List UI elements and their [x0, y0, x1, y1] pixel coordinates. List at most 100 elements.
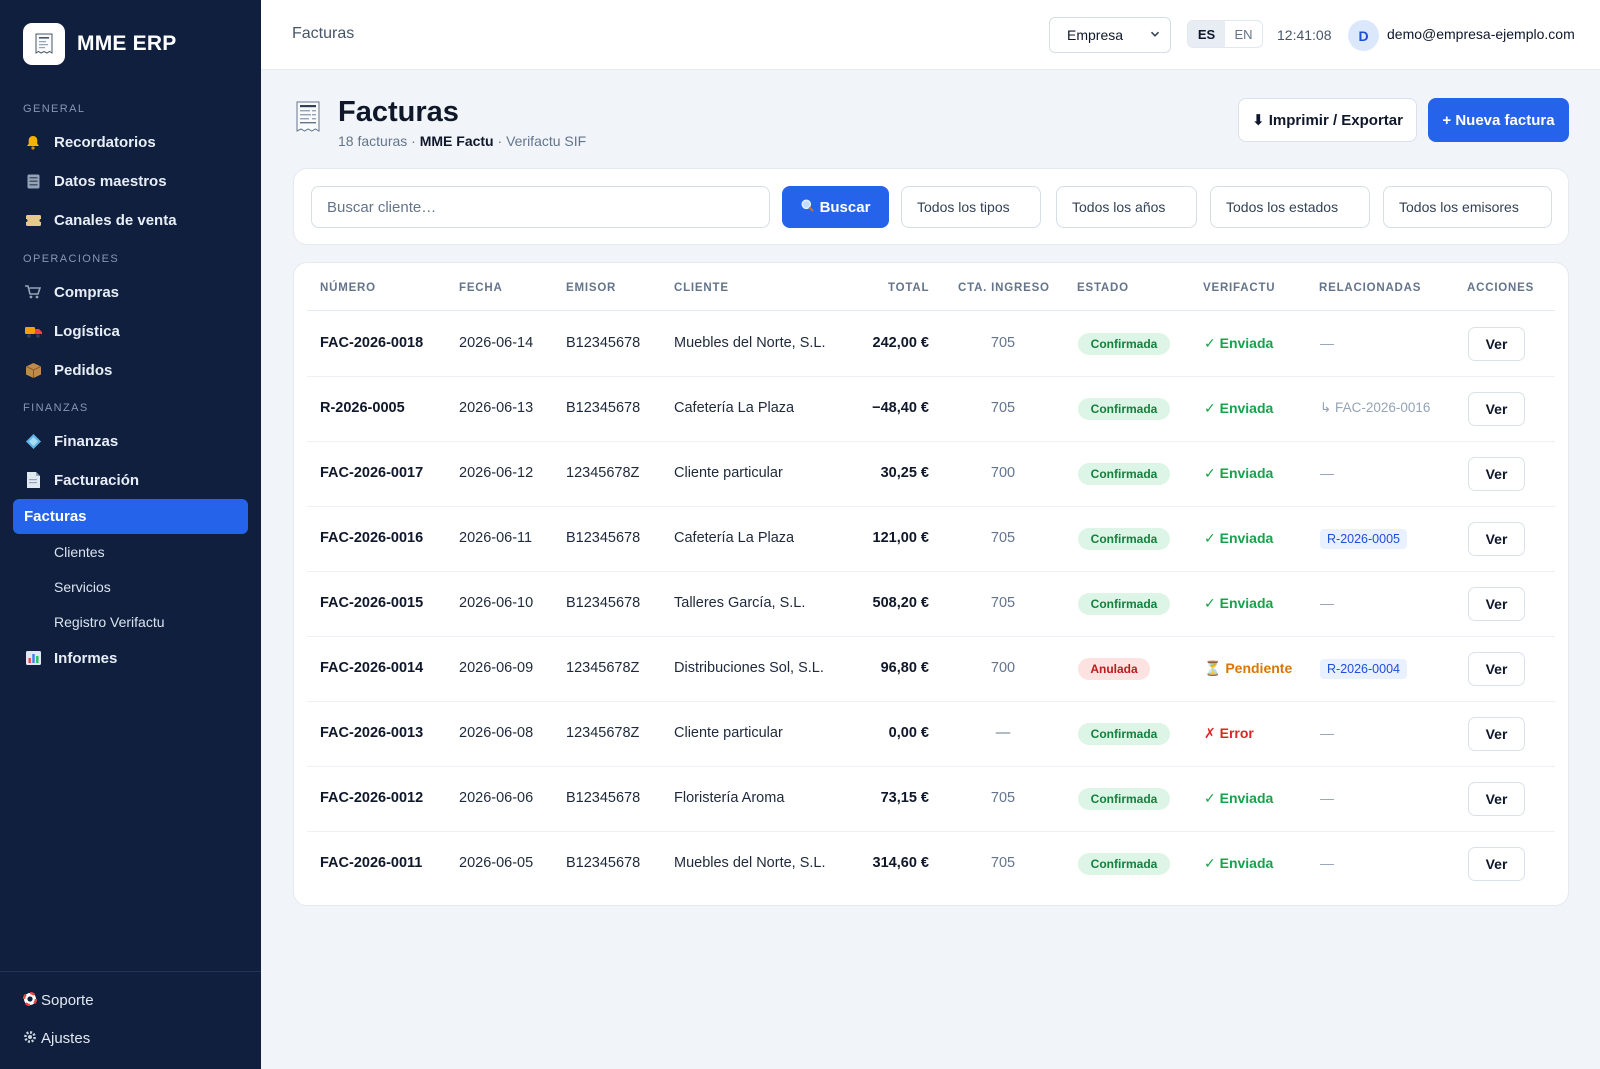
sidebar-item-recordatorios[interactable]: Recordatorios [23, 127, 156, 157]
verifactu-status: ✓ Enviada [1204, 399, 1274, 416]
invoice-issuer: B12345678 [566, 399, 641, 416]
sidebar-item-logistica[interactable]: Logística [23, 316, 120, 346]
invoice-number[interactable]: FAC-2026-0018 [320, 334, 424, 351]
row-divider [307, 636, 1555, 637]
status-badge: Confirmada [1078, 852, 1170, 875]
sidebar-item-pedidos[interactable]: Pedidos [23, 355, 112, 385]
search-button[interactable]: Buscar [782, 186, 889, 228]
user-email[interactable]: demo@empresa-ejemplo.com [1387, 26, 1575, 42]
receipt-icon [295, 101, 321, 133]
bell-icon [23, 133, 43, 151]
invoice-number[interactable]: FAC-2026-0012 [320, 789, 424, 806]
related-chip[interactable]: R-2026-0004 [1320, 658, 1407, 679]
issuer-filter[interactable]: Todos los emisores [1383, 186, 1552, 228]
invoice-issuer: B12345678 [566, 594, 641, 611]
status-filter[interactable]: Todos los estados [1210, 186, 1370, 228]
invoice-count: 18 facturas [338, 133, 408, 149]
sidebar-item-datos-maestros[interactable]: Datos maestros [23, 166, 167, 196]
view-button[interactable]: Ver [1468, 651, 1525, 686]
sidebar-footer-ajustes[interactable]: Ajustes [23, 1030, 90, 1047]
invoice-number[interactable]: FAC-2026-0011 [320, 854, 423, 871]
invoice-client: Talleres García, S.L. [674, 594, 806, 611]
breadcrumb: Facturas [292, 25, 355, 42]
invoice-issuer: B12345678 [566, 334, 641, 351]
invoice-issuer: B12345678 [566, 529, 641, 546]
footer-item-label: Soporte [41, 992, 94, 1009]
view-button[interactable]: Ver [1468, 456, 1525, 491]
lang-es-button[interactable]: ES [1188, 21, 1225, 47]
invoice-number[interactable]: FAC-2026-0015 [320, 594, 424, 611]
company-select[interactable]: Empresa [1049, 17, 1171, 53]
invoice-date: 2026-06-10 [459, 594, 534, 611]
status-badge: Confirmada [1078, 462, 1170, 485]
view-button[interactable]: Ver [1468, 586, 1525, 621]
income-account: 705 [990, 334, 1016, 351]
income-account: 705 [990, 789, 1016, 806]
invoice-number[interactable]: R-2026-0005 [320, 399, 405, 416]
lifebuoy-icon [22, 991, 38, 1009]
section-label-general: GENERAL [23, 103, 86, 115]
lang-en-button[interactable]: EN [1234, 26, 1253, 42]
sidebar-item-facturas[interactable]: Facturas [13, 499, 248, 534]
sidebar-item-label: Canales de venta [54, 211, 177, 229]
brand[interactable]: MME ERP [23, 23, 176, 65]
avatar[interactable]: D [1348, 20, 1379, 51]
filter-bar: Buscar Todos los tipos Todos los años To… [293, 168, 1569, 245]
year-filter[interactable]: Todos los años [1056, 186, 1197, 228]
related-empty: — [1320, 334, 1334, 351]
ticket-icon [23, 211, 43, 229]
invoice-issuer: B12345678 [566, 789, 641, 806]
status-badge: Confirmada [1078, 592, 1170, 615]
invoice-total: 121,00 € [872, 529, 929, 546]
invoice-total: −48,40 € [872, 399, 929, 416]
sidebar-item-label: Facturación [54, 471, 140, 489]
related-empty: — [1320, 594, 1334, 611]
view-button[interactable]: Ver [1468, 391, 1525, 426]
row-divider [307, 571, 1555, 572]
invoice-number[interactable]: FAC-2026-0016 [320, 529, 424, 546]
status-badge: Confirmada [1078, 722, 1170, 745]
receipt-logo-icon [23, 23, 65, 65]
sidebar-item-informes[interactable]: Informes [23, 643, 117, 673]
view-button[interactable]: Ver [1468, 326, 1525, 361]
bar-chart-icon [23, 649, 43, 667]
row-divider [307, 376, 1555, 377]
export-button[interactable]: ⬇ Imprimir / Exportar [1238, 98, 1417, 142]
status-badge: Confirmada [1078, 332, 1170, 355]
status-badge: Confirmada [1078, 397, 1170, 420]
sidebar-item-canales-de-venta[interactable]: Canales de venta [23, 205, 177, 235]
sidebar-item-finanzas[interactable]: Finanzas [23, 426, 118, 456]
new-invoice-button[interactable]: + Nueva factura [1428, 98, 1569, 142]
sidebar-subitem-clientes[interactable]: Clientes [54, 544, 105, 560]
sidebar-item-facturacion[interactable]: Facturación [23, 465, 139, 495]
view-button[interactable]: Ver [1468, 521, 1525, 556]
cart-icon [23, 283, 43, 301]
invoice-number[interactable]: FAC-2026-0013 [320, 724, 424, 741]
view-button[interactable]: Ver [1468, 781, 1525, 816]
invoice-date: 2026-06-14 [459, 334, 534, 351]
view-button[interactable]: Ver [1468, 846, 1525, 881]
invoice-client: Cafetería La Plaza [674, 399, 795, 416]
sidebar-item-label: Logística [54, 322, 120, 340]
invoice-client: Cliente particular [674, 464, 783, 481]
column-header: CLIENTE [674, 282, 729, 294]
sidebar-subitem-registro-verifactu[interactable]: Registro Verifactu [54, 614, 165, 630]
type-filter[interactable]: Todos los tipos [901, 186, 1041, 228]
invoice-number[interactable]: FAC-2026-0017 [320, 464, 424, 481]
related-chip[interactable]: R-2026-0005 [1320, 528, 1407, 549]
invoices-table [293, 262, 1569, 906]
invoice-number[interactable]: FAC-2026-0014 [320, 659, 424, 676]
sidebar-item-label: Recordatorios [54, 133, 156, 151]
sidebar-item-compras[interactable]: Compras [23, 277, 119, 307]
search-icon [801, 199, 814, 215]
search-input[interactable] [311, 186, 770, 228]
view-button[interactable]: Ver [1468, 716, 1525, 751]
column-header: NÚMERO [320, 282, 376, 294]
sidebar-subitem-servicios[interactable]: Servicios [54, 579, 111, 595]
verifactu-status: ✓ Enviada [1204, 594, 1274, 611]
sidebar: MME ERP GENERAL Recordatorios Datos maes… [0, 0, 261, 1069]
invoice-date: 2026-06-09 [459, 659, 534, 676]
related-link[interactable]: ↳ FAC-2026-0016 [1320, 399, 1431, 415]
sidebar-footer-soporte[interactable]: Soporte [22, 991, 94, 1009]
invoice-client: Cliente particular [674, 724, 783, 741]
